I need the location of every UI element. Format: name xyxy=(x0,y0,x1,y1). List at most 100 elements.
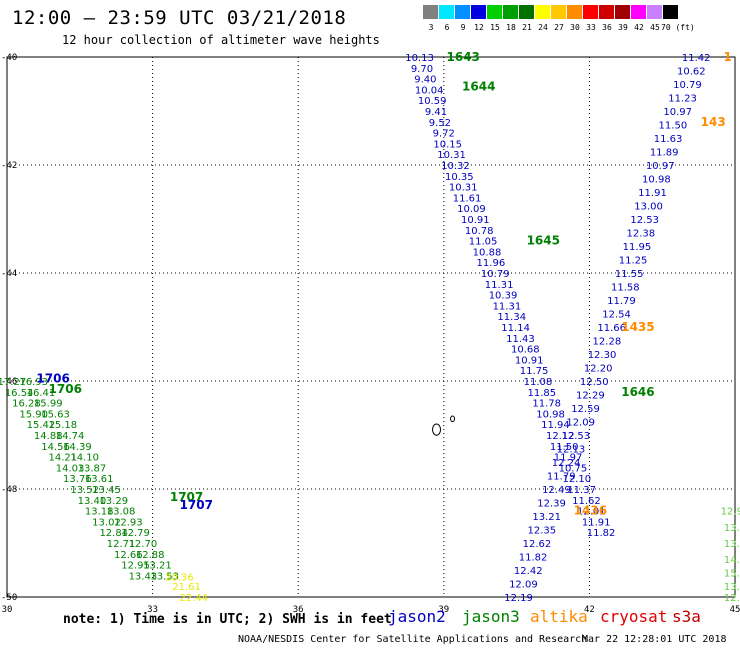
mission-cryosat: cryosat xyxy=(600,607,668,626)
wave-height-label: 11.61 xyxy=(453,193,482,204)
wave-height-label: 13.40 xyxy=(78,496,107,507)
wave-height-label: 10.79 xyxy=(481,269,510,280)
wave-height-label: 12.10 xyxy=(562,474,591,485)
wave-height-label: 12.24 xyxy=(552,458,581,469)
wave-height-label: 13.5 xyxy=(724,582,740,593)
pass-time-label: 1706 xyxy=(36,371,69,385)
page-subtitle: 12 hour collection of altimeter wave hei… xyxy=(62,33,380,47)
wave-height-label: 12.88 xyxy=(136,550,165,561)
legend-bin: 9 xyxy=(455,5,471,32)
wave-height-label: 9.40 xyxy=(414,75,436,86)
lon-tick-label: 42 xyxy=(584,605,595,615)
wave-height-label: 9.52 xyxy=(429,118,451,129)
wave-height-label: 9.70 xyxy=(411,64,433,75)
wave-height-label: 12.90 xyxy=(721,507,740,518)
wave-height-label: 11.42 xyxy=(682,53,711,64)
wave-height-label: 12.84 xyxy=(99,528,128,539)
legend-label: 39 xyxy=(618,23,628,32)
wave-height-label: 11.95 xyxy=(623,242,652,253)
wave-height-label: 11.43 xyxy=(506,334,535,345)
wave-height-label: 13.52 xyxy=(70,485,99,496)
wave-height-label: 10.59 xyxy=(418,96,447,107)
wave-height-label: 11.91 xyxy=(638,188,667,199)
wave-height-label: 10.32 xyxy=(441,161,470,172)
legend-bin: 36 xyxy=(599,5,615,32)
wave-height-label: 10.88 xyxy=(473,247,502,258)
legend-label: 42 xyxy=(634,23,644,32)
color-legend: 3 6 9 12 15 18 21 24 27 30 33 36 39 42 45 70 (ft) xyxy=(423,5,695,32)
wave-height-label: 11.91 xyxy=(582,517,611,528)
wave-height-label: 12.13 xyxy=(557,445,586,456)
lon-tick-label: 30 xyxy=(2,605,13,615)
legend-bin: 30 xyxy=(567,5,583,32)
legend-label: 3 xyxy=(428,23,434,32)
wave-height-label: 11.78 xyxy=(532,399,561,410)
lon-tick-label: 33 xyxy=(147,605,158,615)
legend-swatch xyxy=(583,5,599,19)
wave-height-label: 16.93 xyxy=(19,377,48,388)
legend-swatch xyxy=(615,5,631,19)
wave-height-label: 15.63 xyxy=(41,409,70,420)
wave-height-label: 16.54 xyxy=(5,388,34,399)
legend-swatch xyxy=(551,5,567,19)
legend-label: 30 xyxy=(570,23,580,32)
wave-height-label: 10.62 xyxy=(677,67,706,78)
legend-swatch xyxy=(519,5,535,19)
wave-height-label: 12.29 xyxy=(576,391,605,402)
legend-bin: 21 xyxy=(519,5,535,32)
wave-height-label: 13.29 xyxy=(99,496,128,507)
legend-label: 6 xyxy=(444,23,450,32)
wave-height-label: 13.43 xyxy=(129,571,158,582)
wave-height-label: 13.0 xyxy=(724,523,740,534)
wave-height-label: 10.97 xyxy=(646,161,675,172)
wave-height-label: 12.42 xyxy=(514,566,543,577)
legend-bin: 12 xyxy=(471,5,487,32)
wave-height-label: 10.68 xyxy=(511,345,540,356)
wave-height-label: 14.39 xyxy=(63,442,92,453)
legend-label: 45 xyxy=(650,23,660,32)
legend-bin: 39 xyxy=(615,5,631,32)
legend-unit: 70 (ft) xyxy=(661,23,695,32)
wave-height-label: 11.34 xyxy=(497,312,526,323)
wave-height-label: 13.9 xyxy=(724,539,740,550)
wave-height-label: 14.74 xyxy=(56,431,85,442)
wave-height-label: 12.49 xyxy=(542,485,571,496)
wave-height-label: 10.91 xyxy=(461,215,490,226)
wave-height-label: 12.30 xyxy=(588,350,617,361)
pass-time-label: 1707 xyxy=(170,490,203,504)
wave-height-label: 13.00 xyxy=(634,202,663,213)
wave-height-label: 10.97 xyxy=(663,107,692,118)
wave-height-label: 13.76 xyxy=(63,474,92,485)
page-title: 12:00 – 23:59 UTC 03/21/2018 xyxy=(12,7,347,29)
mission-altika: altika xyxy=(530,607,588,626)
legend-label: 27 xyxy=(554,23,564,32)
legend-swatch xyxy=(567,5,583,19)
wave-height-label: 11.31 xyxy=(493,301,522,312)
map-frame xyxy=(6,56,736,598)
wave-height-label: 16.41 xyxy=(27,388,56,399)
wave-height-label: 12.95 xyxy=(121,561,150,572)
wave-height-label: 13.02 xyxy=(92,517,121,528)
pass-time-label: 1435 xyxy=(621,320,654,334)
wave-height-label: 12.39 xyxy=(537,499,566,510)
island-outline xyxy=(450,415,456,423)
footer-note: note: 1) Time is in UTC; 2) SWH is in fe… xyxy=(63,612,392,627)
wave-height-label: 14.21 xyxy=(48,453,77,464)
wave-height-label: 12.35 xyxy=(528,526,557,537)
wave-height-label: 14.03 xyxy=(56,463,85,474)
wave-height-label: 12.70 xyxy=(129,539,158,550)
wave-height-label: 13.21 xyxy=(143,561,172,572)
wave-height-label: 11.55 xyxy=(615,269,644,280)
legend-bin: 33 xyxy=(583,5,599,32)
wave-height-label: 16.28 xyxy=(12,399,41,410)
lat-tick-label: -46 xyxy=(1,377,17,387)
wave-height-label: 20.36 xyxy=(165,572,194,583)
wave-height-label: 11.79 xyxy=(607,296,636,307)
island-outline xyxy=(432,423,442,436)
legend-swatch xyxy=(631,5,647,19)
lon-tick-label: 39 xyxy=(438,605,449,615)
legend-label: 21 xyxy=(522,23,532,32)
wave-height-label: 11.96 xyxy=(477,258,506,269)
wave-height-label: 14.56 xyxy=(41,442,70,453)
mission-jason2: jason2 xyxy=(388,607,446,626)
